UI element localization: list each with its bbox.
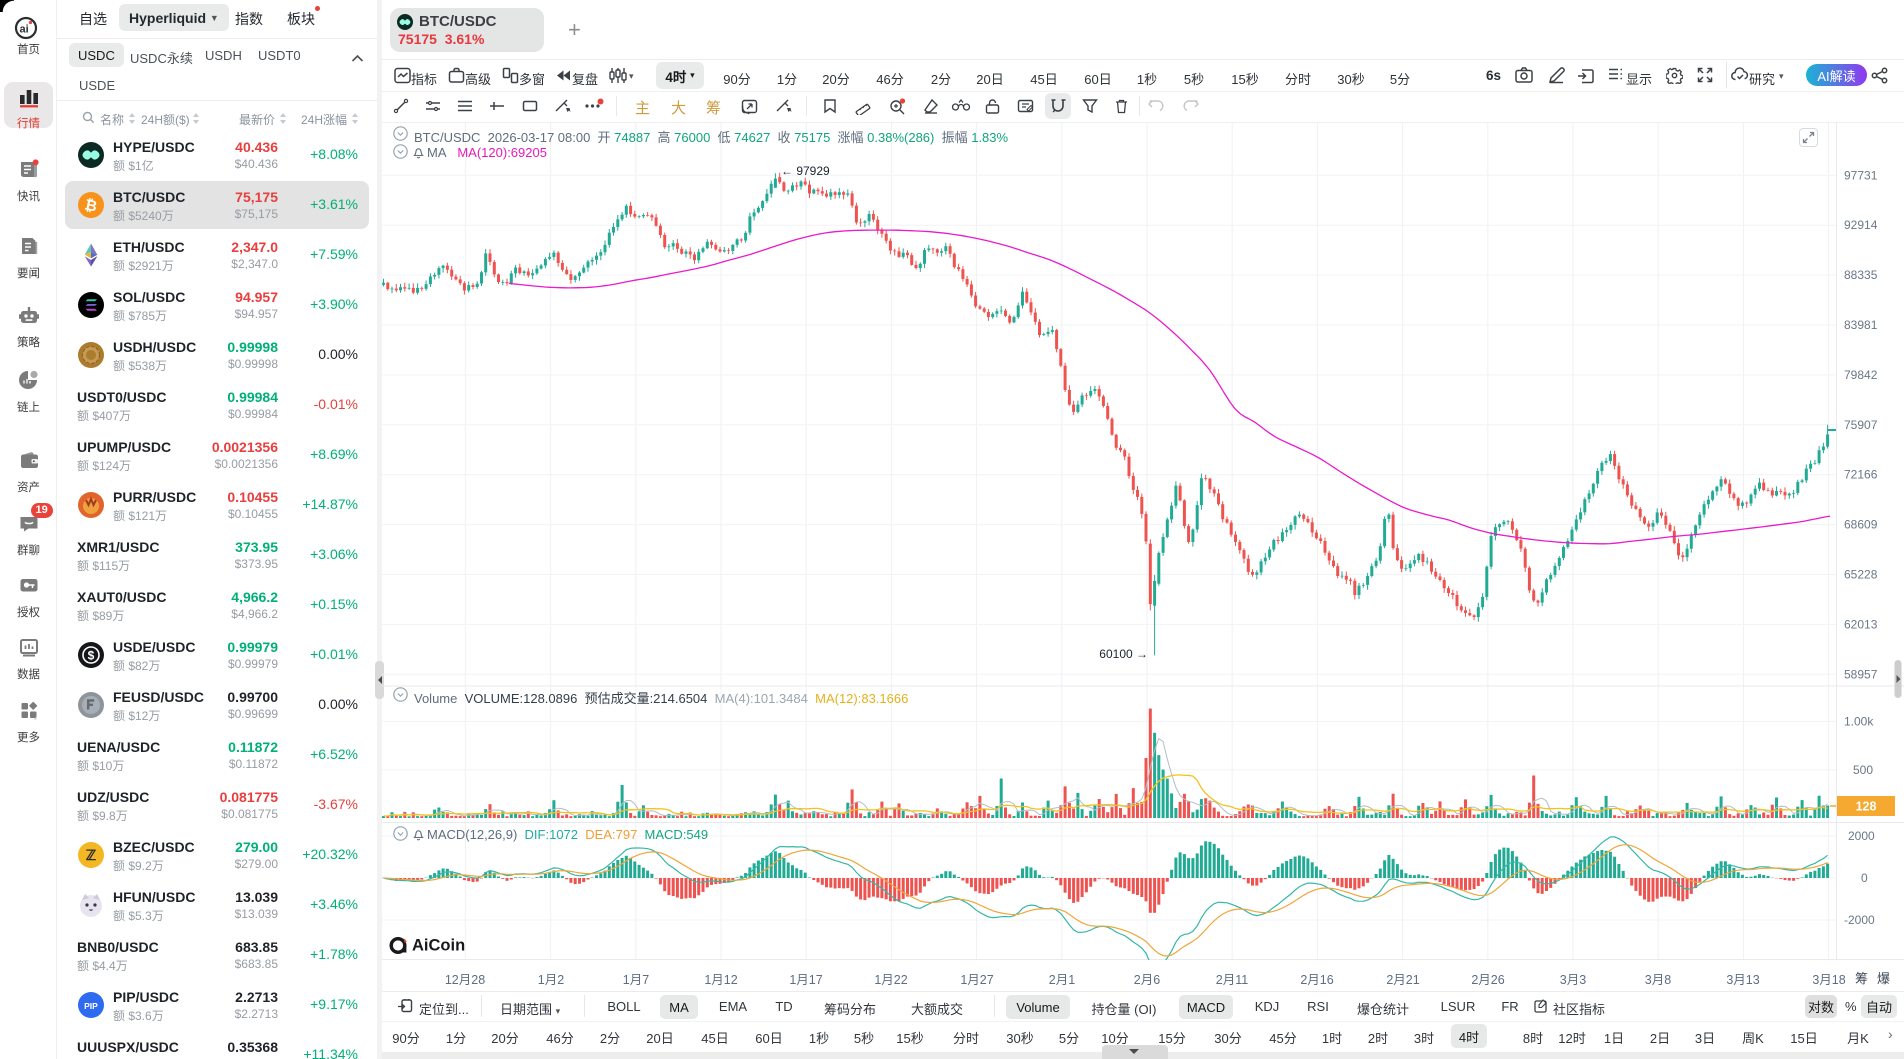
svg-text:← 97929: ← 97929 [781, 164, 830, 178]
svg-text:92914: 92914 [1844, 218, 1878, 232]
svg-text:83981: 83981 [1844, 318, 1878, 332]
svg-text:0: 0 [1861, 871, 1868, 885]
svg-text:1.00k: 1.00k [1844, 714, 1874, 728]
svg-text:-2000: -2000 [1844, 913, 1875, 927]
svg-text:97731: 97731 [1844, 168, 1878, 182]
svg-text:79842: 79842 [1844, 368, 1878, 382]
svg-text:60100 →: 60100 → [1099, 647, 1148, 661]
svg-text:62013: 62013 [1844, 617, 1878, 631]
svg-text:65228: 65228 [1844, 568, 1878, 582]
svg-text:68609: 68609 [1844, 518, 1878, 532]
svg-text:72166: 72166 [1844, 468, 1878, 482]
svg-text:AiCoin: AiCoin [412, 937, 465, 955]
svg-text:PIP: PIP [84, 1001, 98, 1011]
svg-text:$: $ [88, 648, 95, 662]
svg-text:88335: 88335 [1844, 268, 1878, 282]
svg-text:ai: ai [20, 24, 29, 36]
svg-text:58957: 58957 [1844, 667, 1878, 681]
svg-text:500: 500 [1853, 763, 1873, 777]
svg-text:2000: 2000 [1848, 829, 1875, 843]
svg-text:₿: ₿ [83, 196, 99, 215]
svg-text:128: 128 [1856, 800, 1877, 814]
svg-text:75907: 75907 [1844, 418, 1878, 432]
svg-text:ℤ: ℤ [86, 847, 97, 863]
